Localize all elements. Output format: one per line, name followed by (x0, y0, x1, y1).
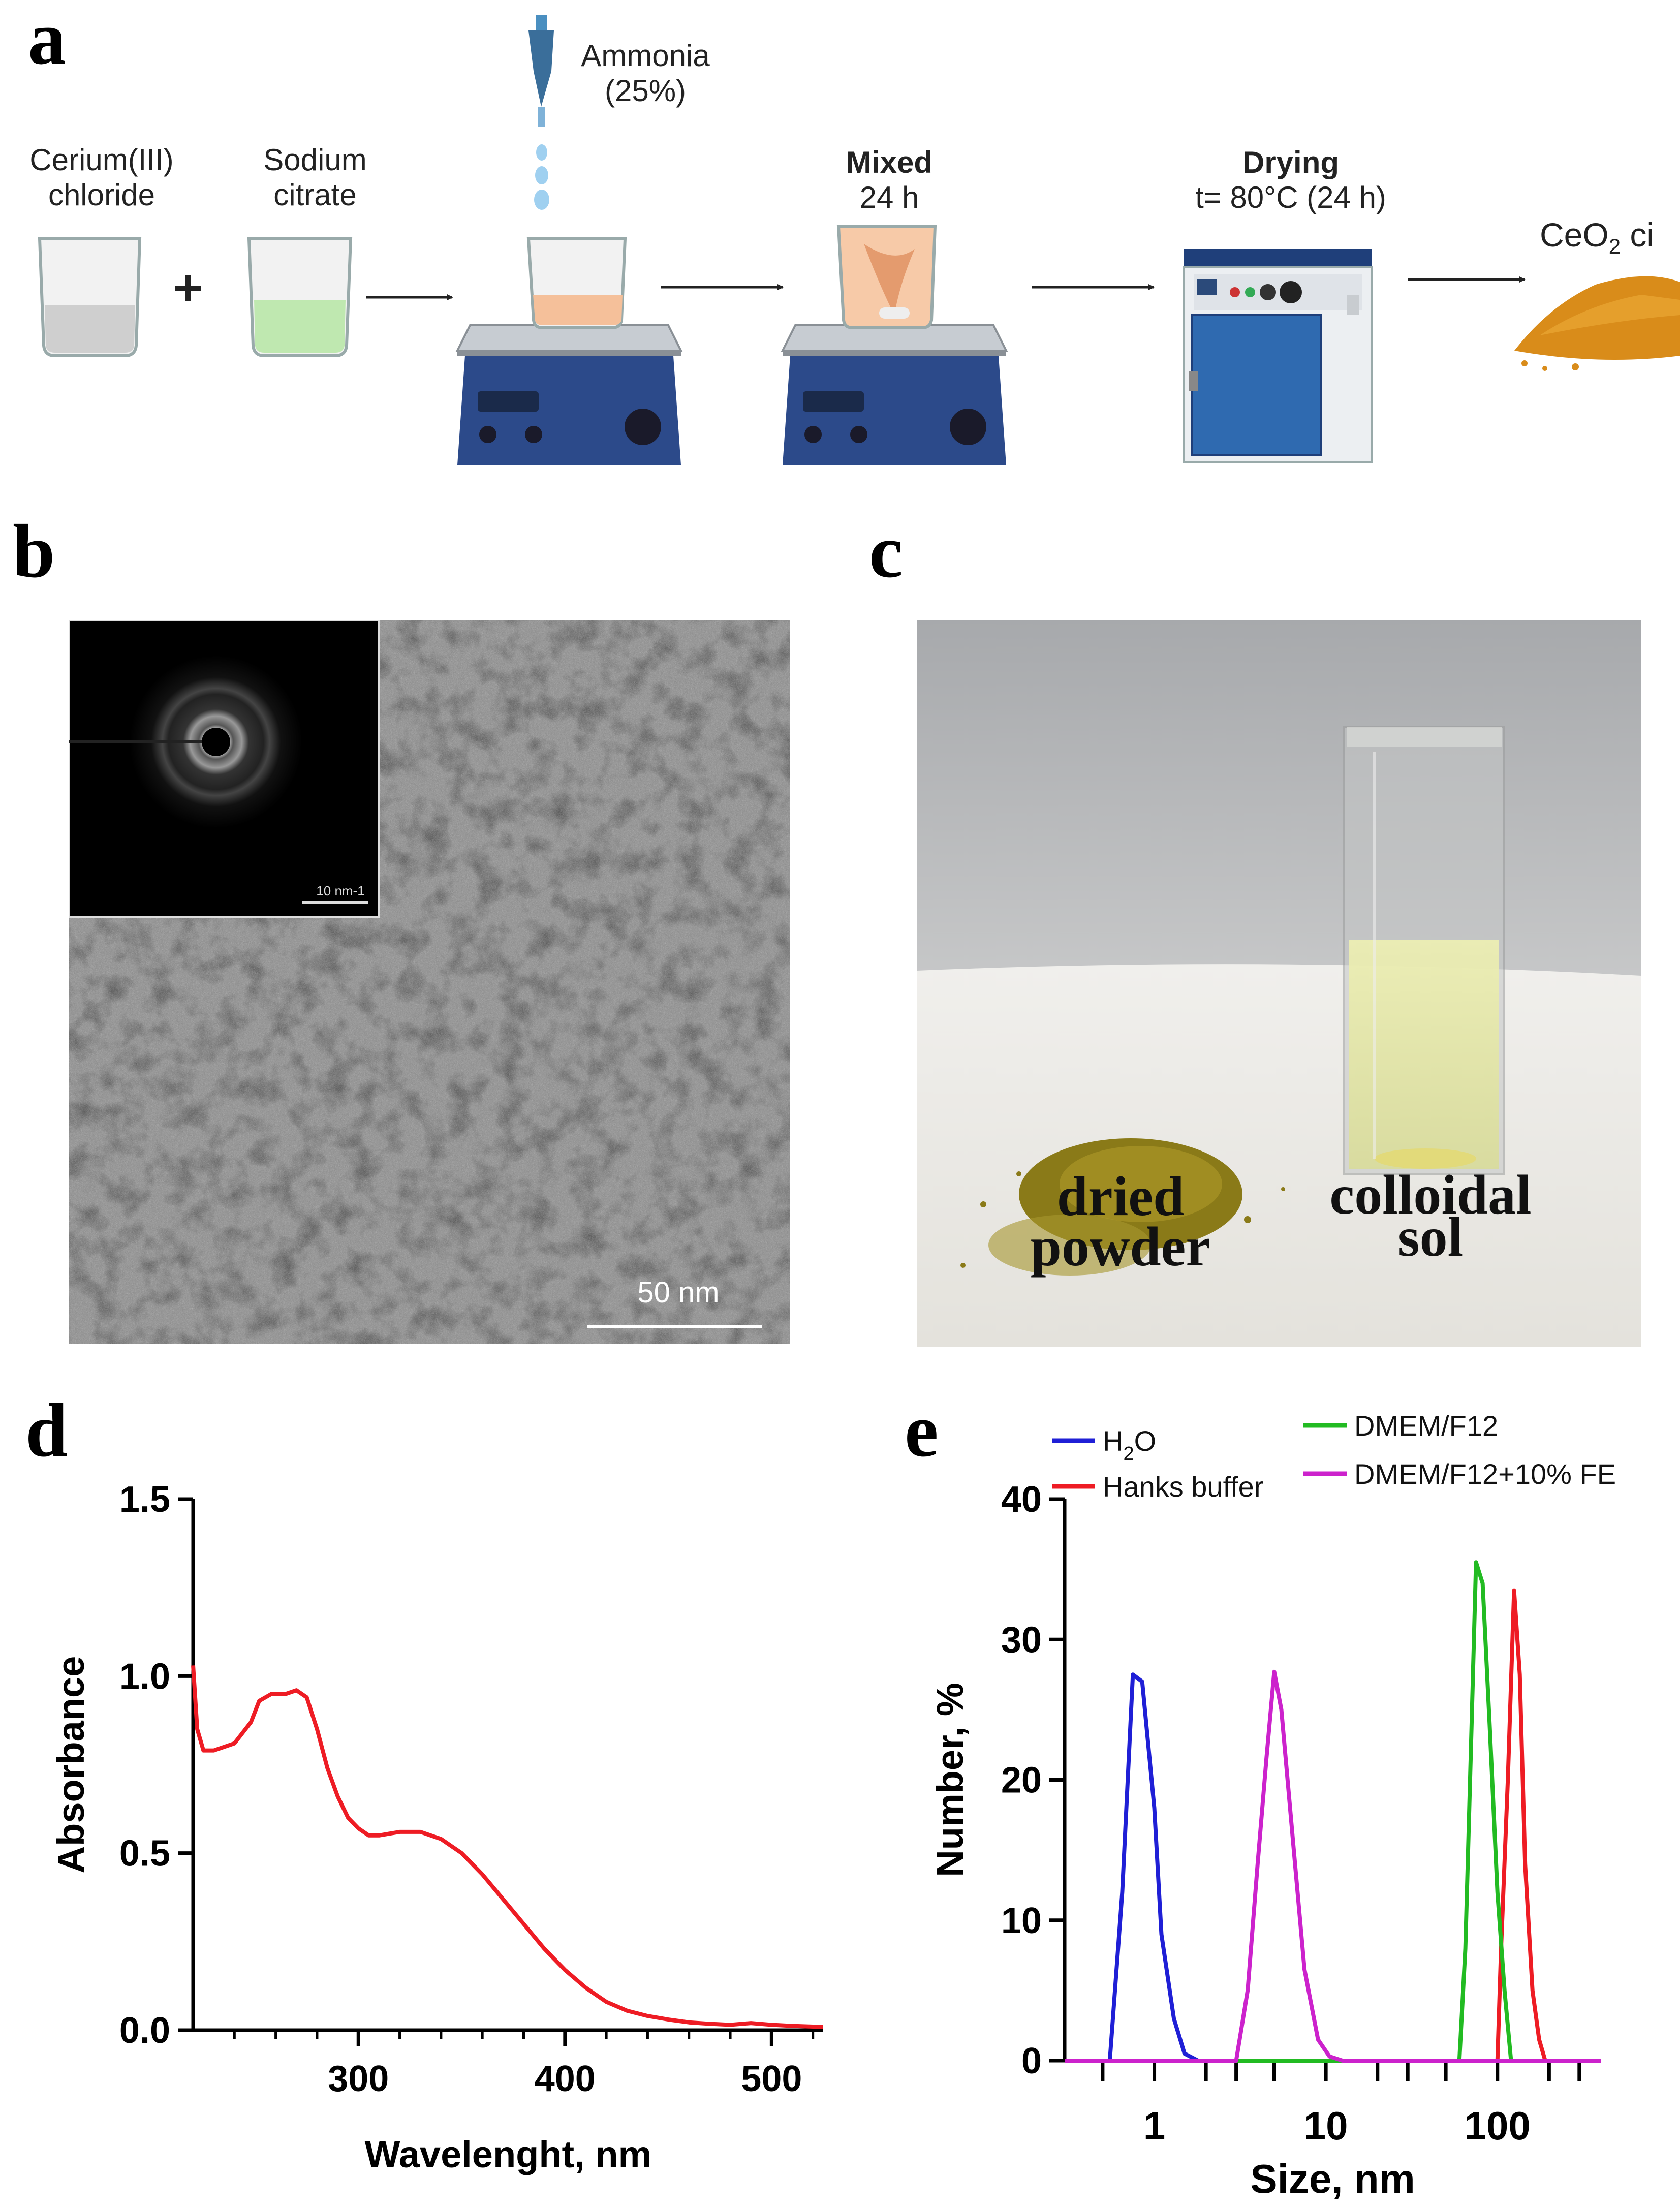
drying-label: Drying t= 80°C (24 h) (1195, 145, 1386, 214)
panel-letter-a: a (28, 0, 66, 80)
drying-oven-icon (1183, 249, 1373, 463)
e-y-tick-label: 0 (1021, 2041, 1042, 2081)
saed-scalebar-label: 10 nm-1 (316, 883, 365, 898)
e-y-tick-label: 20 (1001, 1760, 1042, 1801)
e-series-line (1065, 1669, 1601, 2063)
e-x-axis-title: Size, nm (1250, 2156, 1415, 2201)
magnetic-stirrer-1-icon (455, 237, 683, 465)
e-legend-label: DMEM/F12 (1354, 1413, 1498, 1442)
colloidal-sol-label: colloidal sol (1329, 1164, 1532, 1268)
d-y-tick-label: 0.5 (119, 1833, 170, 1874)
panel-letter-c: c (869, 509, 903, 594)
e-y-axis-title: Number, % (929, 1683, 971, 1877)
e-x-tick-label: 10 (1304, 2103, 1348, 2148)
dls-chart: 0 10 20 30 40 1 10 100 Size, nm Number, % H2O Hanks… (929, 1413, 1616, 2201)
panel-letter-d: d (25, 1388, 68, 1473)
d-y-axis-title: Absorbance (50, 1656, 92, 1874)
e-x-tick-label: 1 (1143, 2103, 1165, 2148)
ammonia-label: Ammonia (25%) (581, 39, 710, 108)
e-series-line (1065, 1560, 1601, 2063)
plus-sign: + (173, 260, 203, 317)
product-label: CeO2 ci (1540, 216, 1655, 259)
colloidal-sol-cuvette (1343, 726, 1505, 1175)
d-x-tick-label: 400 (535, 2059, 596, 2099)
scheme-drawing (38, 15, 1680, 465)
d-x-axis-title: Wavelenght, nm (365, 2133, 652, 2175)
tem-image: 10 nm-1 50 nm (69, 620, 790, 1344)
e-y-tick-label: 40 (1001, 1479, 1042, 1520)
e-y-tick-label: 30 (1001, 1620, 1042, 1660)
d-y-tick-label: 1.5 (119, 1479, 170, 1520)
e-y-tick-label: 10 (1001, 1901, 1042, 1941)
magnetic-stirrer-2-icon (781, 225, 1008, 465)
citrate-label: Sodium citrate (263, 143, 367, 212)
e-series-line (1065, 1588, 1601, 2063)
d-absorbance-line (191, 1665, 823, 2029)
beaker-citrate-icon (247, 237, 353, 357)
pipette-icon (528, 15, 554, 210)
dried-powder-pile (960, 1138, 1285, 1276)
d-x-tick-label: 300 (328, 2059, 389, 2099)
d-x-tick-label: 500 (741, 2059, 802, 2099)
e-legend-label: DMEM/F12+10% FE (1354, 1458, 1616, 1490)
d-y-tick-label: 1.0 (119, 1656, 170, 1697)
beaker-cerium-icon (38, 237, 142, 357)
panel-letter-b: b (13, 509, 55, 594)
e-legend-label: Hanks buffer (1103, 1471, 1263, 1503)
e-legend-label: H2O (1103, 1425, 1156, 1465)
e-x-tick-label: 100 (1465, 2103, 1531, 2148)
sample-photo: dried powder colloidal sol (917, 620, 1641, 1347)
tem-scalebar-label: 50 nm (637, 1276, 720, 1309)
mixed-label: Mixed 24 h (846, 145, 933, 214)
dried-powder-label: dried powder (1030, 1165, 1211, 1278)
uv-vis-chart: 0.0 0.5 1.0 1.5 300 400 500 Wavelenght, nm Absor… (50, 1479, 823, 2175)
powder-pile-icon (1514, 276, 1680, 371)
d-y-tick-label: 0.0 (119, 2010, 170, 2051)
cerium-label: Cerium(III) chloride (29, 143, 174, 212)
saed-inset (69, 620, 380, 918)
panel-letter-e: e (905, 1388, 939, 1473)
